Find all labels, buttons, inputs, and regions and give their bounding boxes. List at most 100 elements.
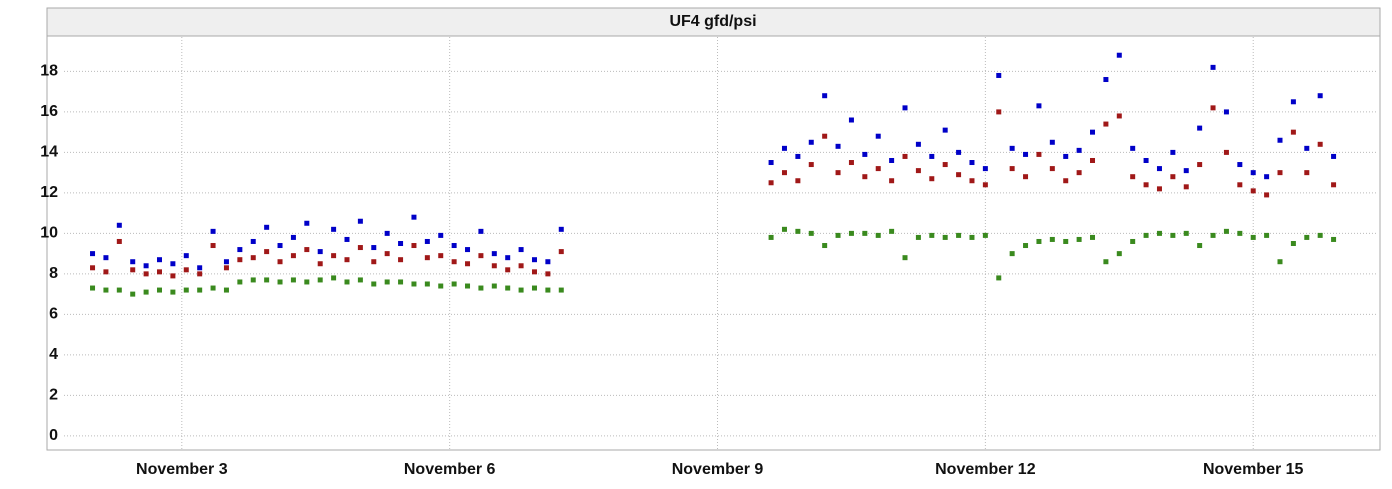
- point: [1090, 157, 1096, 163]
- point: [451, 243, 457, 249]
- point: [103, 287, 109, 293]
- point: [1103, 77, 1109, 83]
- point: [505, 255, 511, 261]
- point: [1264, 192, 1270, 198]
- point: [371, 245, 377, 251]
- point: [822, 243, 828, 249]
- point: [183, 267, 189, 273]
- point: [902, 105, 908, 111]
- x-tick-label: November 9: [672, 461, 764, 478]
- point: [116, 222, 122, 228]
- point: [331, 253, 337, 259]
- point: [411, 281, 417, 287]
- point: [969, 178, 975, 184]
- point: [277, 259, 283, 265]
- point: [1237, 162, 1243, 168]
- point: [545, 287, 551, 293]
- point: [1223, 109, 1229, 115]
- point: [1116, 52, 1122, 58]
- point: [451, 259, 457, 265]
- point: [197, 265, 203, 271]
- point: [1170, 149, 1176, 155]
- point: [1156, 166, 1162, 172]
- point: [331, 275, 337, 281]
- point: [915, 168, 921, 174]
- x-tick-label: November 3: [136, 461, 228, 478]
- point: [250, 255, 256, 261]
- y-tick-label: 12: [40, 184, 58, 201]
- point: [1170, 174, 1176, 180]
- point: [982, 232, 988, 238]
- point: [1304, 145, 1310, 151]
- point: [1264, 174, 1270, 180]
- point: [116, 238, 122, 244]
- point: [250, 277, 256, 283]
- point: [505, 285, 511, 291]
- point: [969, 160, 975, 166]
- point: [1076, 147, 1082, 153]
- point: [465, 261, 471, 267]
- point: [835, 232, 841, 238]
- point: [505, 267, 511, 273]
- point: [1290, 129, 1296, 135]
- point: [264, 224, 270, 230]
- y-tick-label: 2: [49, 387, 58, 404]
- point: [183, 287, 189, 293]
- point: [1210, 232, 1216, 238]
- y-tick-label: 18: [40, 63, 58, 80]
- point: [902, 255, 908, 261]
- point: [384, 251, 390, 257]
- point: [130, 267, 136, 273]
- point: [210, 243, 216, 249]
- point: [956, 172, 962, 178]
- point: [304, 279, 310, 285]
- point: [982, 182, 988, 188]
- point: [1277, 259, 1283, 265]
- point: [929, 232, 935, 238]
- point: [371, 281, 377, 287]
- y-tick-label: 16: [40, 103, 58, 120]
- point: [1023, 151, 1029, 157]
- point: [1223, 149, 1229, 155]
- point: [156, 269, 162, 275]
- point: [478, 253, 484, 259]
- point: [1036, 103, 1042, 109]
- point: [90, 285, 96, 291]
- point: [317, 249, 323, 255]
- point: [237, 257, 243, 263]
- point: [1143, 232, 1149, 238]
- point: [795, 228, 801, 234]
- point: [835, 143, 841, 149]
- point: [768, 180, 774, 186]
- point: [1237, 182, 1243, 188]
- point: [357, 245, 363, 251]
- point: [558, 226, 564, 232]
- point: [942, 234, 948, 240]
- point: [451, 281, 457, 287]
- point: [822, 133, 828, 139]
- point: [915, 234, 921, 240]
- point: [1063, 238, 1069, 244]
- point: [889, 178, 895, 184]
- point: [1331, 236, 1337, 242]
- point: [982, 166, 988, 172]
- point: [848, 230, 854, 236]
- point: [223, 287, 229, 293]
- point: [1317, 141, 1323, 147]
- point: [531, 269, 537, 275]
- point: [1156, 186, 1162, 192]
- point: [1331, 153, 1337, 159]
- point: [103, 269, 109, 275]
- y-tick-label: 6: [49, 306, 58, 323]
- point: [465, 247, 471, 253]
- point: [438, 232, 444, 238]
- point: [223, 259, 229, 265]
- point: [1183, 230, 1189, 236]
- point: [875, 133, 881, 139]
- point: [889, 228, 895, 234]
- y-tick-label: 10: [40, 225, 58, 242]
- point: [1197, 125, 1203, 131]
- point: [170, 261, 176, 267]
- point: [1290, 99, 1296, 105]
